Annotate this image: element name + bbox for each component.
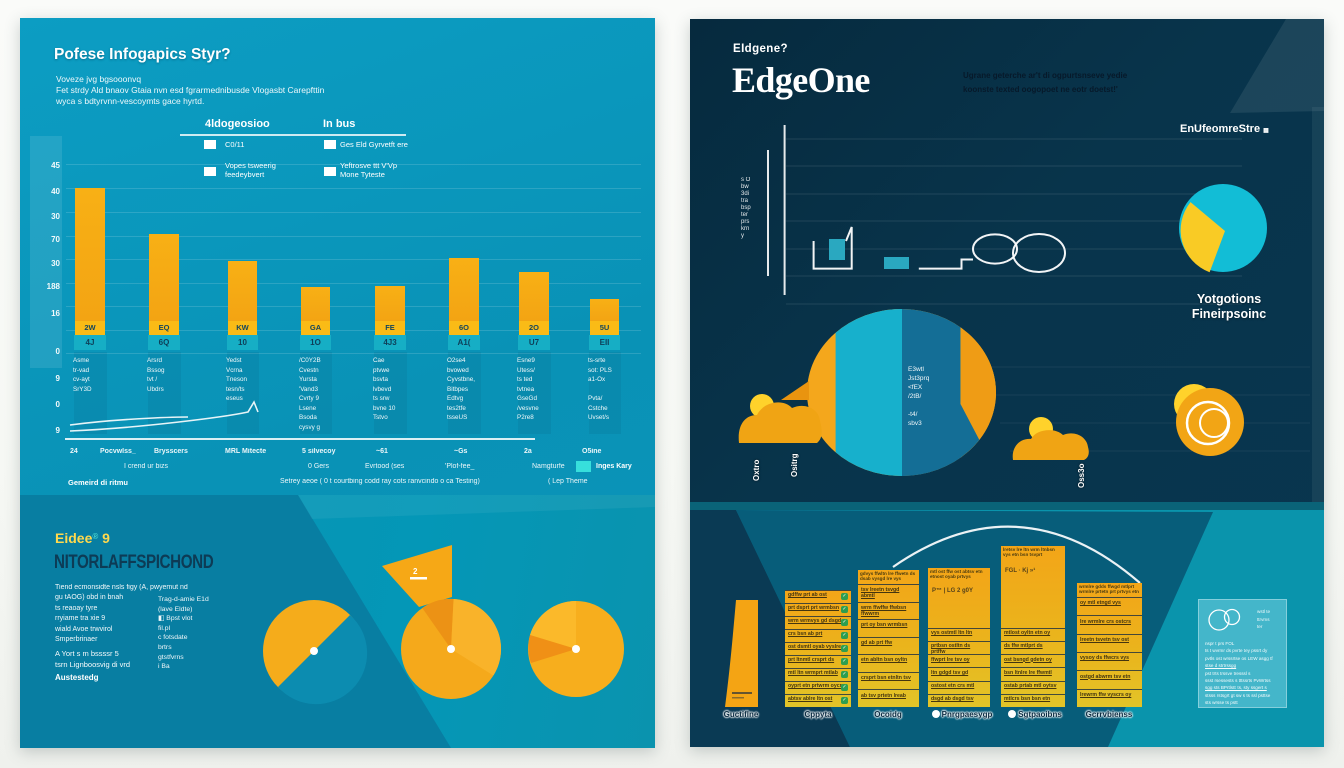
svg-text:2: 2	[413, 567, 418, 576]
